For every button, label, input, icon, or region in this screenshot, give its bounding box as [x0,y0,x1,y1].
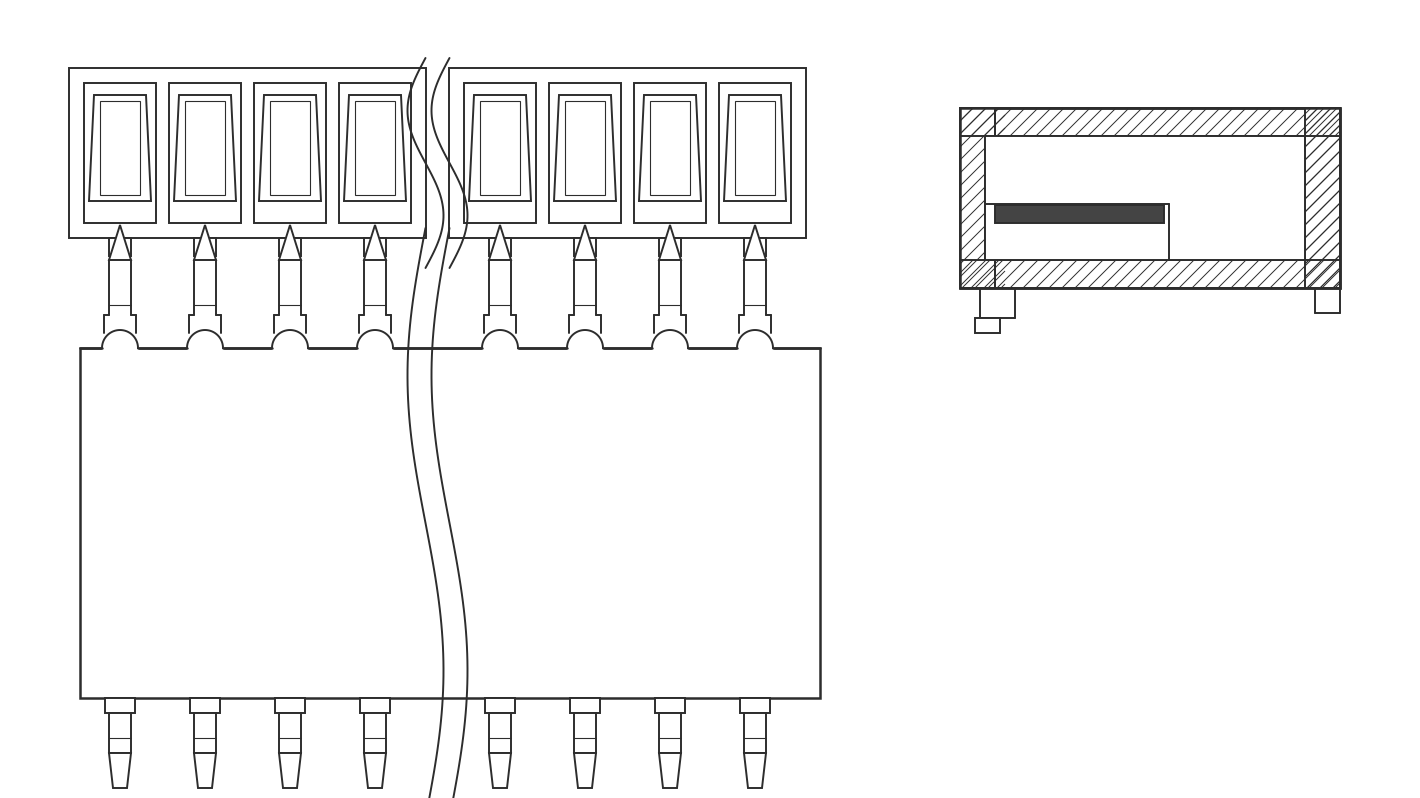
Bar [488,238,511,256]
Bar [960,108,1340,288]
Bar [655,698,684,713]
Bar [550,83,621,223]
Polygon shape [574,753,596,788]
Polygon shape [488,225,511,260]
Polygon shape [109,753,131,788]
Bar [569,698,601,713]
Polygon shape [195,225,216,260]
Bar [960,108,1340,136]
Polygon shape [659,225,682,260]
Bar [99,101,141,195]
Bar [364,238,386,256]
Bar [633,83,706,223]
Polygon shape [574,225,596,260]
Bar [361,698,391,713]
Bar [719,83,791,223]
Polygon shape [364,225,386,260]
Polygon shape [364,753,386,788]
Bar [565,101,605,195]
Bar [270,101,310,195]
Bar [574,713,596,753]
Bar [744,713,765,753]
Bar [464,83,535,223]
Polygon shape [724,95,787,201]
Bar [195,713,216,753]
Bar [339,83,410,223]
Bar [355,101,395,195]
Bar [278,238,301,256]
Bar [364,713,386,753]
Polygon shape [278,753,301,788]
Bar [995,205,1164,223]
Bar [169,83,241,223]
Bar [185,101,224,195]
Bar [574,238,596,256]
Bar [659,238,682,256]
Bar [109,238,131,256]
Bar [80,348,819,698]
Bar [480,101,520,195]
Bar [254,83,327,223]
Polygon shape [659,753,682,788]
Bar [195,238,216,256]
Polygon shape [744,753,765,788]
Bar [486,698,515,713]
Bar [278,713,301,753]
Bar [1305,108,1340,288]
Polygon shape [469,95,531,201]
Bar [650,101,690,195]
Polygon shape [554,95,616,201]
Polygon shape [175,95,236,201]
Polygon shape [258,95,321,201]
Bar [740,698,770,713]
Bar [70,68,426,238]
Polygon shape [744,225,765,260]
Bar [488,713,511,753]
Bar [190,698,220,713]
Polygon shape [960,108,995,288]
Polygon shape [278,225,301,260]
Bar [960,260,1340,288]
Bar [275,698,305,713]
Polygon shape [89,95,151,201]
Bar [109,713,131,753]
Bar [449,68,807,238]
Polygon shape [639,95,701,201]
Bar [744,238,765,256]
Polygon shape [195,753,216,788]
Bar [105,698,135,713]
Bar [736,101,775,195]
Polygon shape [344,95,406,201]
Bar [985,136,1305,260]
Bar [976,318,1000,333]
Bar [84,83,156,223]
Polygon shape [109,225,131,260]
Bar [659,713,682,753]
Polygon shape [488,753,511,788]
Bar [960,108,1340,288]
